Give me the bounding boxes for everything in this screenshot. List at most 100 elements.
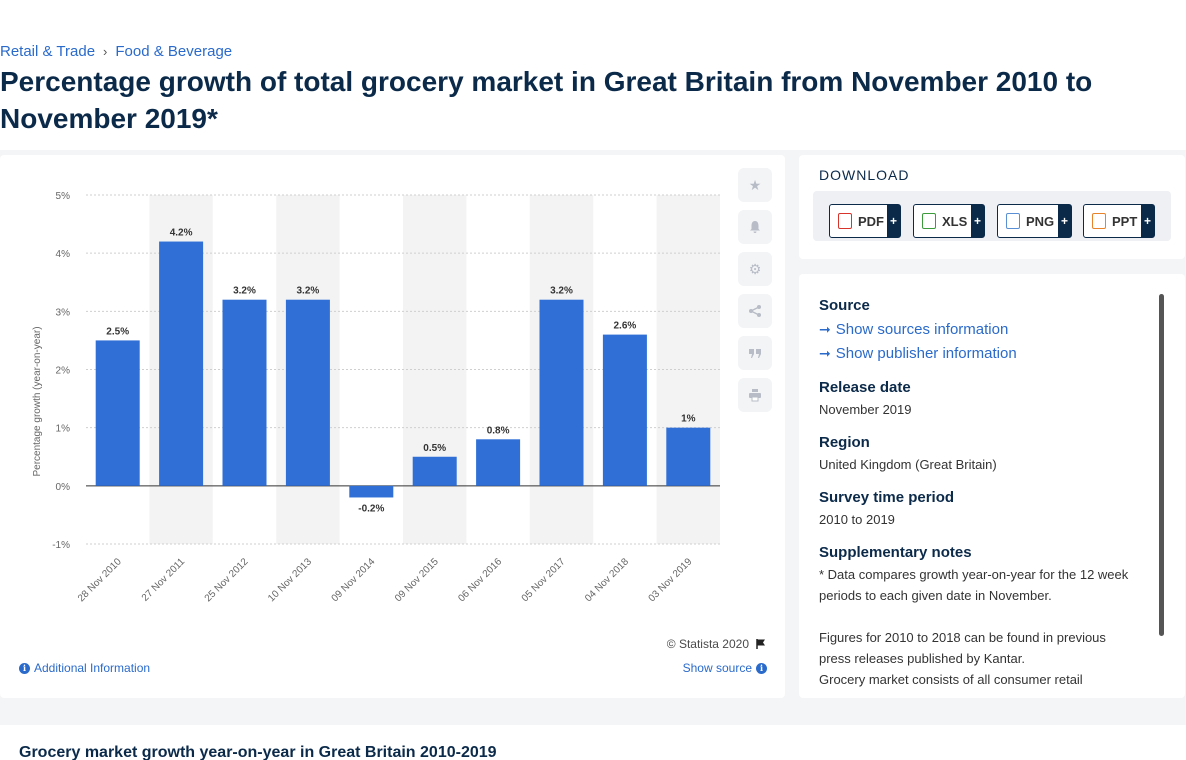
data-label: 0.5% (423, 443, 446, 454)
x-tick-label: 05 Nov 2017 (520, 556, 568, 604)
supplementary-notes-heading: Supplementary notes (819, 544, 972, 561)
y-axis-label: Percentage growth (year-on-year) (32, 326, 43, 476)
breadcrumb-retail-trade[interactable]: Retail & Trade (0, 43, 96, 60)
info-icon: i (19, 662, 30, 674)
survey-period-value: 2010 to 2019 (819, 512, 895, 527)
additional-information-link[interactable]: i Additional Information (19, 661, 150, 675)
bell-icon[interactable] (738, 210, 772, 244)
download-ppt-label: PPT (1112, 213, 1138, 229)
region-heading: Region (819, 434, 870, 451)
download-bar: PDF + XLS + PNG + PPT + (813, 191, 1171, 241)
show-sources-link[interactable]: ➞ Show sources information (819, 321, 1008, 338)
x-tick-label: 06 Nov 2016 (456, 556, 504, 604)
additional-information-label: Additional Information (34, 661, 151, 675)
show-source-link[interactable]: Show source i (683, 661, 767, 675)
y-tick-label: 2% (56, 366, 71, 377)
data-label: 1% (681, 414, 696, 425)
gear-icon[interactable]: ⚙ (738, 252, 772, 286)
xls-file-icon (922, 213, 936, 229)
pdf-file-icon (838, 213, 852, 229)
download-png-button[interactable]: PNG + (997, 204, 1072, 238)
bar (95, 340, 140, 486)
plus-icon: + (1058, 205, 1071, 237)
bar (159, 241, 204, 486)
x-tick-label: 04 Nov 2018 (583, 556, 631, 604)
region-value: United Kingdom (Great Britain) (819, 457, 997, 472)
supplementary-notes-text-3: Grocery market consists of all consumer … (819, 672, 1083, 687)
download-xls-label: XLS (942, 213, 968, 229)
show-source-label: Show source (682, 661, 752, 675)
breadcrumb: Retail & Trade › Food & Beverage (0, 43, 232, 60)
quote-icon[interactable] (738, 336, 772, 370)
data-label: 4.2% (170, 228, 193, 239)
chart-card: -1% 0% 1% 2% 3% 4% 5% Percentage growth (year-o… (0, 155, 785, 698)
png-file-icon (1006, 213, 1020, 229)
plus-icon: + (971, 205, 984, 237)
data-label: 0.8% (487, 425, 510, 436)
data-label: 3.2% (233, 286, 256, 297)
show-sources-label: Show sources information (835, 321, 1009, 338)
ppt-file-icon (1092, 213, 1106, 229)
breadcrumb-food-beverage[interactable]: Food & Beverage (115, 43, 233, 60)
y-tick-label: 3% (56, 307, 71, 318)
show-publisher-link[interactable]: ➞ Show publisher information (819, 345, 1017, 362)
star-icon[interactable]: ★ (738, 168, 772, 202)
bar (412, 456, 457, 486)
arrow-right-icon: ➞ (819, 345, 831, 361)
scrollbar-thumb[interactable] (1159, 294, 1164, 636)
arrow-right-icon: ➞ (819, 321, 831, 337)
download-xls-button[interactable]: XLS + (913, 204, 985, 238)
x-tick-label: 09 Nov 2014 (330, 556, 378, 604)
x-tick-label: 28 Nov 2010 (76, 556, 124, 604)
copyright-text: © Statista 2020 (666, 637, 749, 651)
chart-toolbar: ★ ⚙ (738, 168, 772, 420)
bar (476, 439, 521, 486)
related-statistic-title[interactable]: Grocery market growth year-on-year in Gr… (19, 744, 497, 760)
data-label: 2.5% (106, 326, 129, 337)
plus-icon: + (1141, 205, 1154, 237)
release-date-value: November 2019 (819, 402, 912, 417)
y-tick-label: -1% (52, 540, 70, 551)
page-title: Percentage growth of total grocery marke… (0, 66, 1093, 134)
survey-period-heading: Survey time period (819, 489, 955, 506)
source-card: Source ➞ Show sources information ➞ Show… (799, 274, 1185, 698)
bar (222, 299, 267, 486)
download-pdf-label: PDF (858, 213, 884, 229)
source-heading: Source (819, 297, 870, 314)
bar (539, 299, 584, 486)
y-tick-label: 5% (56, 191, 71, 202)
share-icon[interactable] (738, 294, 772, 328)
download-png-label: PNG (1026, 213, 1055, 229)
download-title: DOWNLOAD (819, 167, 910, 183)
release-date-heading: Release date (819, 379, 911, 396)
flag-icon[interactable] (755, 638, 767, 650)
download-ppt-button[interactable]: PPT + (1083, 204, 1155, 238)
top-bar (0, 0, 1186, 40)
bar (602, 334, 647, 486)
show-publisher-label: Show publisher information (835, 345, 1017, 362)
x-tick-label: 09 Nov 2015 (393, 556, 441, 604)
data-label: 2.6% (614, 321, 637, 332)
data-label: -0.2% (358, 503, 384, 514)
bar (666, 427, 711, 486)
data-label: 3.2% (297, 286, 320, 297)
supplementary-notes-text-1: * Data compares growth year-on-year for … (819, 567, 1129, 603)
supplementary-notes-text-2: Figures for 2010 to 2018 can be found in… (819, 630, 1106, 666)
x-tick-label: 25 Nov 2012 (203, 556, 251, 604)
bar-chart: -1% 0% 1% 2% 3% 4% 5% Percentage growth (year-o… (32, 191, 720, 604)
print-icon[interactable] (738, 378, 772, 412)
x-tick-label: 10 Nov 2013 (266, 556, 314, 604)
download-pdf-button[interactable]: PDF + (829, 204, 901, 238)
bar (349, 485, 394, 498)
x-tick-label: 27 Nov 2011 (140, 556, 188, 604)
header-area (0, 40, 1186, 150)
y-tick-label: 0% (56, 482, 71, 493)
y-tick-label: 1% (56, 424, 71, 435)
info-icon: i (756, 662, 767, 674)
plus-icon: + (887, 205, 900, 237)
related-statistic-card: Grocery market growth year-on-year in Gr… (0, 725, 1186, 760)
y-tick-label: 4% (56, 249, 71, 260)
breadcrumb-separator: › (103, 44, 108, 59)
scrollbar[interactable] (1159, 294, 1164, 636)
